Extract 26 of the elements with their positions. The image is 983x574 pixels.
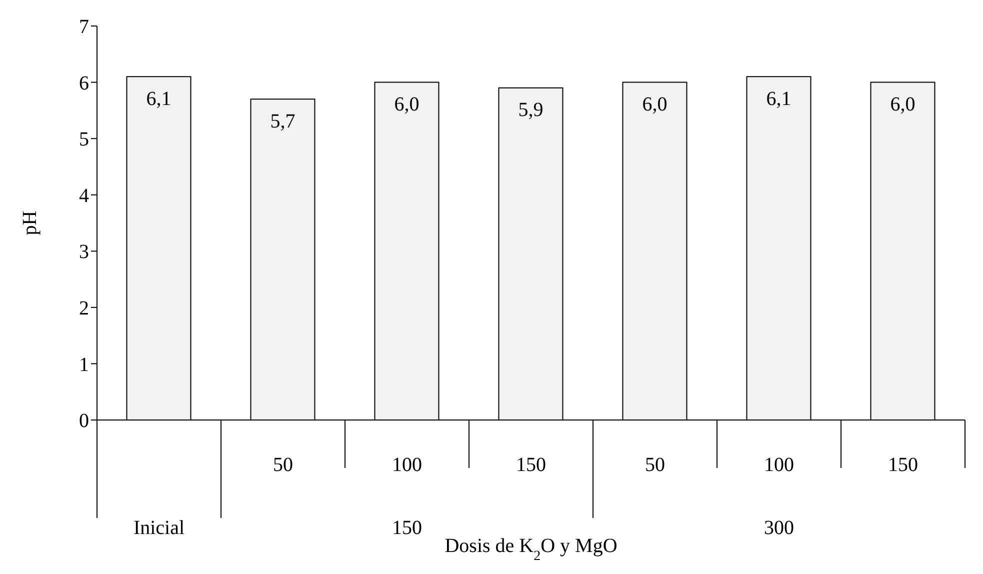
y-tick-label: 7: [79, 16, 89, 38]
x-tick-label: 150: [888, 454, 918, 476]
x-tick-label: 50: [273, 454, 293, 476]
data-label: 5,7: [270, 110, 296, 132]
x-tick-label: 100: [392, 454, 422, 476]
y-tick-label: 3: [79, 241, 89, 264]
x-axis-title: Dosis de K$_{2}$O y MgO: [444, 535, 618, 564]
y-tick-label: 4: [79, 184, 89, 207]
data-label: 6,1: [146, 88, 172, 110]
y-axis-title: pH: [19, 210, 42, 236]
text: 150: [392, 517, 422, 539]
x-tick-label: 100: [764, 454, 794, 476]
data-label: 6,0: [394, 93, 420, 116]
x-tick-label: 50: [645, 454, 665, 476]
data-label: 6,0: [890, 93, 916, 116]
y-tick-label: 0: [79, 410, 89, 432]
data-label: 6,0: [642, 93, 668, 116]
y-tick-label: 2: [79, 298, 89, 320]
text: Inicial: [133, 517, 185, 539]
y-tick-label: 5: [79, 128, 89, 151]
data-label: 5,9: [518, 99, 544, 122]
text: 300: [764, 517, 794, 539]
data-label: 6,1: [766, 88, 792, 110]
y-tick-label: 1: [79, 354, 89, 376]
y-tick-label: 6: [79, 72, 89, 94]
x-tick-label: 150: [516, 454, 546, 476]
